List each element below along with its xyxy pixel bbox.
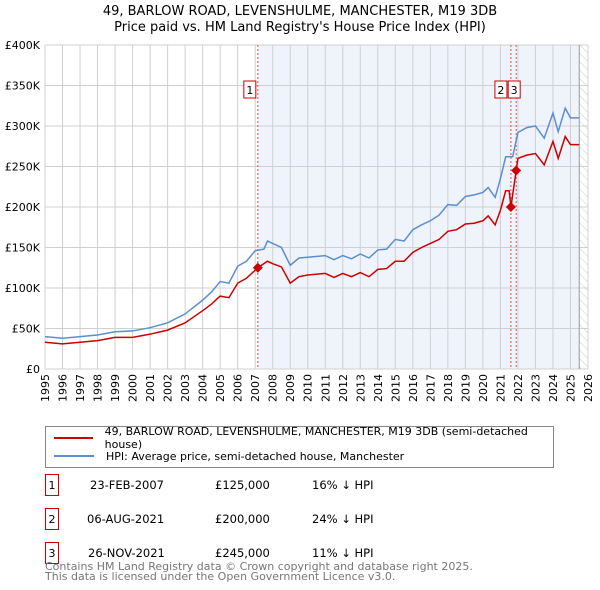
x-tick-label: 2016 — [407, 374, 420, 402]
y-tick-label: £50K — [12, 323, 41, 336]
x-tick-label: 2026 — [582, 374, 595, 402]
sale-point — [505, 202, 516, 212]
x-tick-label: 2024 — [547, 374, 560, 402]
sale-number: 1 — [45, 474, 59, 496]
x-tick-label: 2017 — [424, 374, 437, 402]
chart-title: 49, BARLOW ROAD, LEVENSHULME, MANCHESTER… — [102, 4, 498, 19]
footer: Contains HM Land Registry data © Crown c… — [45, 560, 473, 583]
legend-label-hpi: HPI: Average price, semi-detached house,… — [106, 449, 405, 463]
y-tick-label: £150K — [5, 242, 41, 255]
legend: 49, BARLOW ROAD, LEVENSHULME, MANCHESTER… — [45, 425, 554, 468]
sale-hpi-diff: 24% ↓ HPI — [312, 512, 374, 526]
x-tick-label: 2004 — [197, 374, 210, 402]
x-tick-label: 2018 — [442, 374, 455, 402]
x-tick-label: 1996 — [57, 374, 70, 402]
hpi-line — [44, 106, 580, 339]
sale-price: £245,000 — [215, 546, 270, 560]
x-tick-label: 2013 — [354, 374, 367, 402]
sale-label: 2 — [497, 84, 504, 97]
x-tick-label: 1997 — [74, 374, 87, 402]
x-tick-label: 2012 — [337, 374, 350, 402]
x-tick-label: 2021 — [494, 374, 507, 402]
sale-label-box — [507, 80, 521, 99]
y-tick-label: £100K — [5, 282, 41, 295]
sale-date: 26-NOV-2021 — [88, 546, 165, 560]
x-tick-label: 2006 — [232, 374, 245, 402]
sale-date: 06-AUG-2021 — [87, 512, 165, 526]
sale-hpi-diff: 16% ↓ HPI — [312, 478, 374, 492]
footer-line: This data is licensed under the Open Gov… — [45, 570, 396, 583]
x-tick-label: 1999 — [109, 374, 122, 402]
sale-number: 3 — [45, 542, 59, 564]
x-tick-label: 2008 — [267, 374, 280, 402]
sale-label-box — [494, 80, 508, 99]
y-tick-label: £400K — [5, 39, 41, 52]
property-price-line — [44, 134, 580, 345]
y-tick-label: £200K — [5, 201, 41, 214]
legend-label-property: 49, BARLOW ROAD, LEVENSHULME, MANCHESTER… — [104, 425, 528, 451]
x-tick-label: 2025 — [564, 374, 577, 402]
y-tick-label: £350K — [5, 80, 41, 93]
plot-area: 1995 1996 1997 1998 1999 2000 2001 2002 2003 2004… — [5, 39, 595, 402]
x-tick-label: 2003 — [179, 374, 192, 402]
x-tick-label: 2001 — [144, 374, 157, 402]
x-tick-label: 2009 — [284, 374, 297, 402]
chart-subtitle: Price paid vs. HM Land Registry's House … — [114, 20, 486, 35]
x-tick-label: 2019 — [459, 374, 472, 402]
y-tick-label: £300K — [5, 120, 41, 133]
x-tick-label: 1995 — [39, 374, 52, 402]
x-tick-label: 2010 — [302, 374, 315, 402]
x-tick-label: 2000 — [127, 374, 140, 402]
x-tick-label: 1998 — [92, 374, 105, 402]
x-tick-label: 2014 — [372, 374, 385, 402]
x-tick-label: 2015 — [389, 374, 402, 402]
footer-line: Contains HM Land Registry data © Crown c… — [45, 560, 473, 573]
sale-hpi-diff: 11% ↓ HPI — [312, 546, 374, 560]
sale-price: £125,000 — [215, 478, 270, 492]
x-tick-label: 2011 — [319, 374, 332, 402]
legend-swatch-hpi — [54, 455, 94, 457]
x-tick-label: 2020 — [477, 374, 490, 402]
sale-point — [252, 262, 263, 273]
sale-point — [511, 165, 522, 176]
x-tick-label: 2023 — [529, 374, 542, 402]
sale-label: 1 — [246, 84, 253, 97]
sale-price: £200,000 — [215, 512, 270, 526]
y-tick-label: £0 — [26, 363, 40, 376]
sale-date: 23-FEB-2007 — [90, 478, 164, 492]
x-tick-label: 2002 — [162, 374, 175, 402]
x-tick-label: 2022 — [512, 374, 525, 402]
sale-label: 3 — [511, 84, 518, 97]
sale-number: 2 — [45, 508, 59, 530]
x-tick-label: 2007 — [249, 374, 262, 402]
y-tick-label: £250K — [5, 161, 41, 174]
sale-label-box — [243, 80, 257, 99]
legend-swatch-property — [54, 437, 93, 439]
x-tick-label: 2005 — [214, 374, 227, 402]
